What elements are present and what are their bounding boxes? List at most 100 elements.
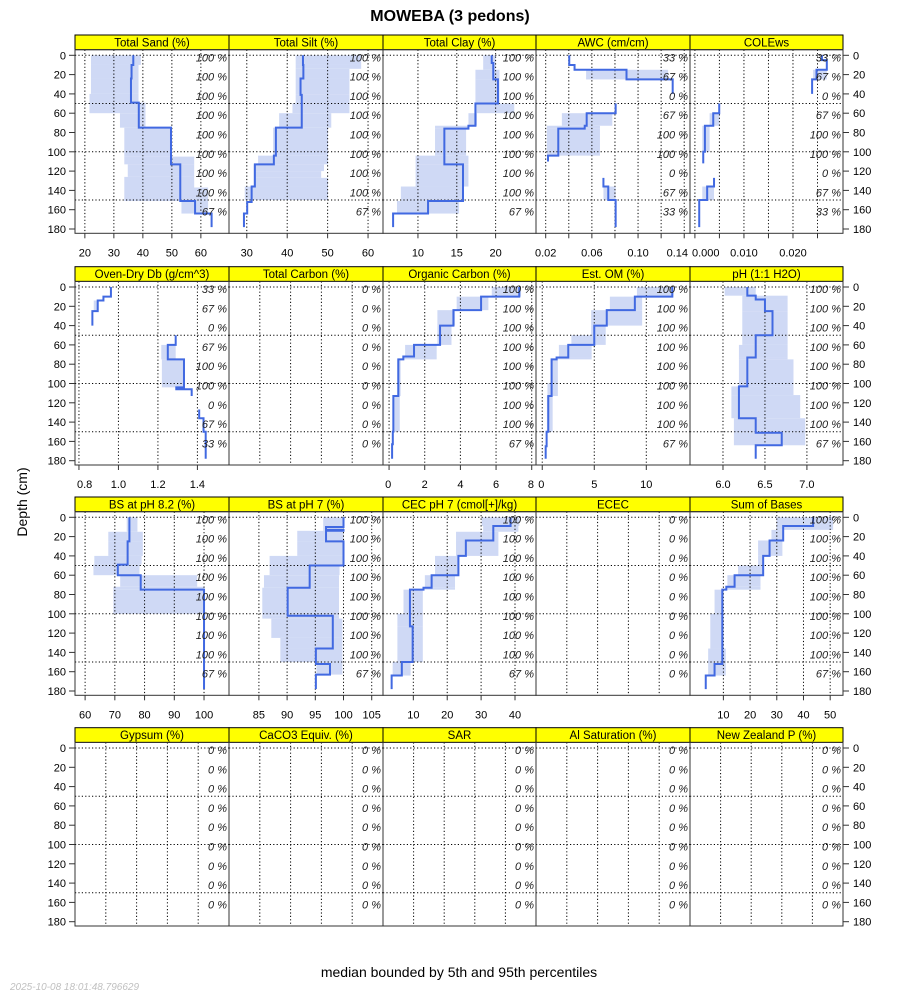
percentile-band	[776, 517, 834, 526]
median-line	[737, 287, 783, 459]
y-tick-label: 180	[853, 224, 871, 236]
data-coverage-label: 100 %	[503, 553, 534, 565]
data-coverage-label: 67 %	[509, 207, 534, 219]
panel-title: Total Clay (%)	[424, 38, 496, 50]
data-coverage-label: 0 %	[362, 745, 381, 757]
y-tick-label: 120	[48, 859, 66, 871]
data-coverage-label: 100 %	[810, 592, 841, 604]
panel-grid: Total Sand (%)100 %100 %100 %100 %100 %1…	[48, 34, 871, 929]
x-tick-label: 0.8	[77, 479, 92, 491]
percentile-band	[481, 517, 520, 526]
y-tick-label: 160	[48, 667, 66, 679]
percentile-band	[709, 113, 720, 126]
x-tick-label: 60	[195, 247, 207, 259]
data-coverage-label: 100 %	[503, 72, 534, 84]
percentile-band	[94, 555, 142, 565]
panel-new-zealand-p: New Zealand P (%) 0 % 0 % 0 % 0 % 0 % 0 % 0 % 0 …	[689, 727, 871, 929]
x-tick-label: 10	[640, 479, 652, 491]
y-tick-label: 0	[60, 512, 66, 524]
panel-est-om: Est. OM (%) 100 % 100 % 100 % 100 % 100 % 100 …	[535, 266, 691, 491]
data-coverage-label: 100 %	[657, 323, 688, 335]
data-coverage-label: 67 %	[816, 669, 841, 681]
percentile-band	[108, 541, 143, 556]
percentile-band	[124, 176, 195, 188]
percentile-band	[731, 386, 794, 396]
x-tick-label: 7.0	[799, 479, 814, 491]
median-line	[547, 55, 674, 228]
y-tick-label: 0	[853, 50, 859, 62]
x-tick-label: 40	[281, 247, 293, 259]
percentile-band	[262, 615, 339, 619]
y-tick-label: 80	[54, 590, 66, 602]
data-coverage-label: 100 %	[503, 284, 534, 296]
y-tick-label: 80	[54, 820, 66, 832]
percentile-band	[708, 663, 726, 676]
x-tick-label: 40	[137, 247, 149, 259]
percentile-band	[731, 395, 801, 419]
y-tick-label: 100	[853, 609, 871, 621]
data-coverage-label: 100 %	[350, 572, 381, 584]
data-coverage-label: 0 %	[822, 745, 841, 757]
data-coverage-label: 0 %	[669, 91, 688, 103]
x-tick-label: 6	[493, 479, 499, 491]
percentile-band	[90, 78, 139, 94]
panel-title: pH (1:1 H2O)	[732, 269, 801, 281]
panel-title: Total Sand (%)	[114, 38, 190, 50]
data-coverage-label: 100 %	[810, 534, 841, 546]
data-coverage-label: 67 %	[509, 669, 534, 681]
percentile-band	[269, 565, 340, 576]
panel-total-clay: Total Clay (%) 100 % 100 % 100 % 100 % 100 % 1…	[382, 34, 537, 259]
y-tick-label: 40	[54, 551, 66, 563]
y-tick-label: 140	[853, 878, 871, 890]
data-coverage-label: 100 %	[196, 187, 227, 199]
data-coverage-label: 100 %	[196, 72, 227, 84]
y-tick-label: 60	[853, 340, 865, 352]
y-tick-label: 100	[853, 147, 871, 159]
percentile-band	[405, 344, 437, 357]
median-line	[544, 287, 674, 459]
data-coverage-label: 100 %	[350, 514, 381, 526]
data-coverage-label: 100 %	[810, 572, 841, 584]
y-tick-label: 80	[853, 820, 865, 832]
data-coverage-label: 0 %	[208, 323, 227, 335]
data-coverage-label: 100 %	[810, 630, 841, 642]
x-tick-label: 80	[138, 709, 150, 721]
y-tick-label: 140	[853, 185, 871, 197]
percentile-band	[323, 526, 344, 530]
data-coverage-label: 33 %	[202, 438, 227, 450]
panel-title: Total Carbon (%)	[263, 269, 349, 281]
data-coverage-label: 100 %	[503, 514, 534, 526]
data-coverage-label: 100 %	[657, 303, 688, 315]
data-coverage-label: 0 %	[362, 861, 381, 873]
data-coverage-label: 0 %	[362, 361, 381, 373]
percentile-band	[126, 517, 138, 532]
x-tick-label: 50	[321, 247, 333, 259]
data-coverage-label: 100 %	[810, 611, 841, 623]
percentile-band	[400, 186, 464, 202]
panel-title: AWC (cm/cm)	[577, 38, 648, 50]
data-coverage-label: 0 %	[362, 342, 381, 354]
percentile-band	[726, 586, 761, 590]
panel-title: Gypsum (%)	[120, 730, 184, 742]
percentile-band	[558, 344, 592, 358]
panel-frame	[689, 741, 844, 927]
median-line	[116, 517, 206, 690]
data-coverage-label: 100 %	[503, 187, 534, 199]
data-coverage-label: 100 %	[503, 149, 534, 161]
percentile-band	[571, 335, 606, 345]
data-coverage-label: 0 %	[515, 861, 534, 873]
panel-title: ECEC	[597, 500, 629, 512]
percentile-band	[269, 555, 344, 566]
y-tick-label: 60	[54, 340, 66, 352]
data-coverage-label: 67 %	[816, 438, 841, 450]
data-coverage-label: 100 %	[503, 303, 534, 315]
x-tick-label: 20	[79, 247, 91, 259]
data-coverage-label: 0 %	[515, 822, 534, 834]
percentile-band	[90, 55, 141, 65]
percentile-band	[758, 555, 764, 566]
percentile-band	[738, 357, 788, 360]
percentile-band	[253, 164, 324, 172]
panel-total-carbon: Total Carbon (%) 0 % 0 % 0 % 0 % 0 % 0 % 0 % 0 %…	[228, 266, 384, 466]
percentile-band	[297, 530, 344, 542]
